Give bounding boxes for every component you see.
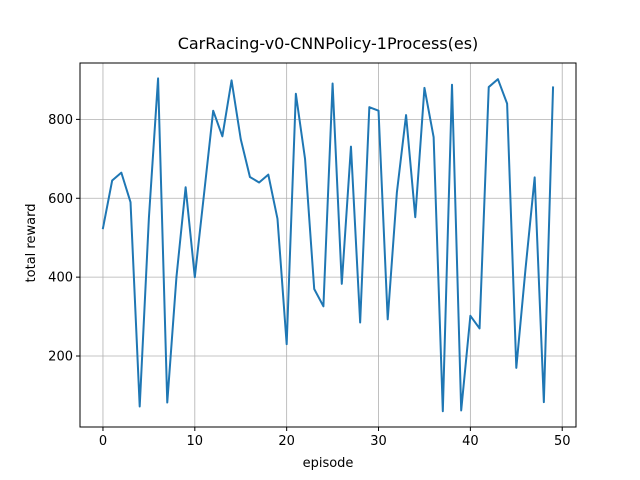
x-axis-ticks: 0 10 20 30 40 50 [99,427,571,449]
y-tick-label: 600 [48,192,73,207]
y-tick-label: 200 [48,350,73,365]
x-tick-label: 50 [554,434,571,449]
x-tick-label: 0 [99,434,107,449]
y-tick-label: 400 [48,271,73,286]
x-tick-label: 40 [462,434,479,449]
x-axis-label: episode [303,456,354,471]
chart-title: CarRacing-v0-CNNPolicy-1Process(es) [178,34,479,53]
y-axis-label: total reward [24,204,39,283]
series-line [101,77,555,413]
x-tick-label: 10 [187,434,204,449]
y-tick-label: 800 [48,113,73,128]
x-tick-label: 30 [370,434,387,449]
plot-frame [79,62,577,428]
x-tick-label: 20 [278,434,295,449]
series-layer [101,77,555,413]
y-axis-ticks: 200 400 600 800 [48,113,80,365]
